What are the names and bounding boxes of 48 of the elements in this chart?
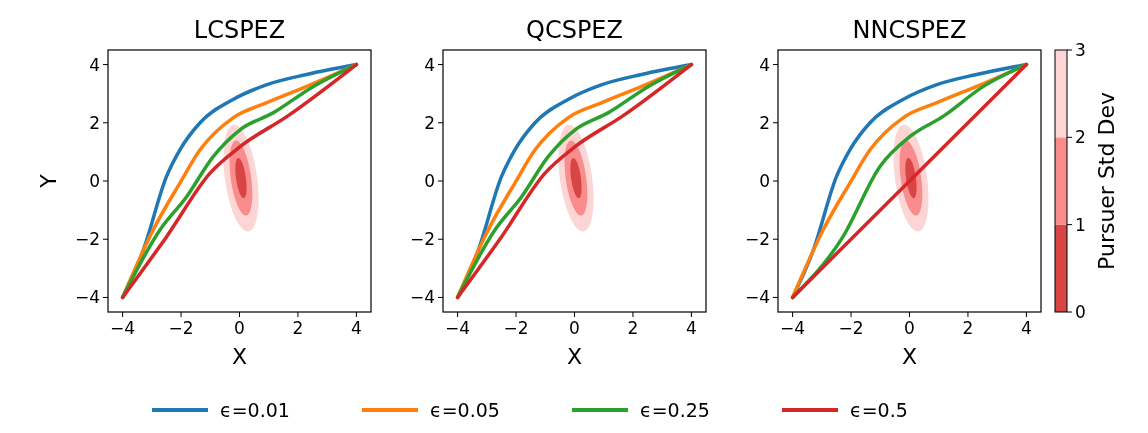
color-bar-label: 1 xyxy=(1075,214,1086,235)
y-axis-title: Y xyxy=(36,173,61,189)
x-tick-label: 2 xyxy=(627,318,639,338)
y-tick-label: 0 xyxy=(759,171,770,191)
line-series xyxy=(120,62,359,300)
chart-title: LCSPEZ xyxy=(193,16,286,44)
x-axis-title: X xyxy=(231,344,248,369)
y-tick-label: 4 xyxy=(89,54,100,75)
x-tick-label: −2 xyxy=(503,318,529,338)
x-tick-label: −4 xyxy=(110,318,136,338)
y-tick-label: 4 xyxy=(424,54,435,75)
color-bar-label: 2 xyxy=(1075,127,1086,148)
legend-label: ϵ=0.25 xyxy=(640,399,710,421)
chart-title: NNCSPEZ xyxy=(852,16,967,44)
legend-label: ϵ=0.5 xyxy=(850,399,908,421)
y-tick-label: 0 xyxy=(424,171,435,191)
x-tick-label: −4 xyxy=(445,318,471,338)
y-tick-label: −2 xyxy=(74,229,100,250)
x-tick-label: 0 xyxy=(904,318,915,338)
color-bar-label: 3 xyxy=(1075,40,1086,60)
y-tick-label: 0 xyxy=(89,171,100,191)
x-tick-label: 4 xyxy=(350,318,362,338)
y-tick-label: −4 xyxy=(409,287,435,308)
x-tick-label: 2 xyxy=(962,318,974,338)
y-tick-label: −2 xyxy=(744,229,770,250)
x-tick-label: 4 xyxy=(685,318,697,338)
y-tick-label: 2 xyxy=(89,112,100,133)
x-tick-label: −4 xyxy=(780,318,806,338)
y-tick-label: 4 xyxy=(759,54,770,75)
y-tick-label: 2 xyxy=(759,112,770,133)
x-tick-label: −2 xyxy=(838,318,864,338)
x-axis-title: X xyxy=(566,344,583,369)
y-tick-label: 2 xyxy=(424,112,435,133)
x-tick-label: 4 xyxy=(1020,318,1032,338)
y-tick-label: −4 xyxy=(74,287,100,308)
x-tick-label: −2 xyxy=(168,318,194,338)
y-tick-label: −4 xyxy=(744,287,770,308)
color-bar-title: Pursuer Std Dev xyxy=(1094,92,1119,270)
chart-title: QCSPEZ xyxy=(526,16,623,44)
legend-label: ϵ=0.01 xyxy=(220,399,290,421)
x-axis-title: X xyxy=(901,344,918,369)
y-tick-label: −2 xyxy=(409,229,435,250)
line-series xyxy=(455,62,694,300)
x-tick-label: 2 xyxy=(292,318,304,338)
x-tick-label: 0 xyxy=(234,318,245,338)
legend-label: ϵ=0.05 xyxy=(430,399,500,421)
color-bar-label: 0 xyxy=(1075,302,1086,322)
x-tick-label: 0 xyxy=(569,318,580,338)
